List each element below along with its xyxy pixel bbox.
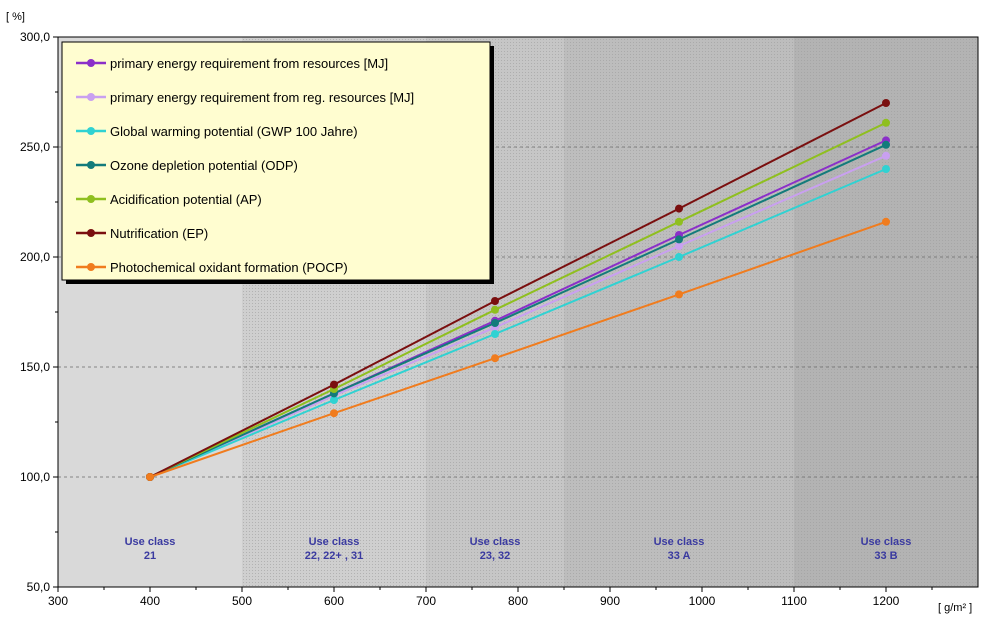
legend-label: Acidification potential (AP) [110,192,262,207]
data-point [491,330,499,338]
legend-swatch-marker [87,263,95,271]
data-point [882,140,890,149]
y-tick-label: 200,0 [20,250,50,264]
data-point [330,396,338,404]
x-tick-label: 1100 [781,594,807,608]
band-label-0-a: Use class [125,536,176,548]
band-label-3-b: 33 A [668,550,691,562]
band-label-4-b: 33 B [874,550,897,562]
band-label-2-a: Use class [470,536,521,548]
x-tick-label: 1200 [873,594,900,608]
band-label-2-b: 23, 32 [480,550,511,562]
band-label-1-a: Use class [309,536,360,548]
data-point [146,473,154,481]
legend-label: Nutrification (EP) [110,226,208,241]
y-axis-label: [ %] [6,11,25,23]
data-point [675,235,683,244]
x-tick-label: 700 [416,594,436,608]
y-tick-label: 300,0 [20,30,50,44]
y-tick-label: 250,0 [20,140,50,154]
series [146,99,890,481]
use-class-bands: Use class 21 Use class 22, 22+ , 31 Use clas… [58,37,978,587]
data-point [491,297,499,305]
data-point [491,354,499,363]
data-point [675,217,683,226]
x-tick-label: 600 [324,594,344,608]
legend-swatch-marker [87,161,95,169]
data-point [882,165,890,173]
legend-label: primary energy requirement from reg. res… [110,90,414,105]
legend-box [61,41,491,281]
y-tick-label: 100,0 [20,470,50,484]
data-point [675,290,683,299]
data-point [675,253,683,261]
band-texture-3 [564,37,794,587]
data-point [491,305,499,314]
data-point [882,217,890,226]
x-tick-label: 400 [140,594,160,608]
legend-label: primary energy requirement from resource… [110,56,388,71]
legend-label: Ozone depletion potential (ODP) [110,158,298,173]
y-tick-label: 50,0 [27,580,51,594]
band-label-3-a: Use class [654,536,705,548]
x-tick-label: 1000 [689,594,716,608]
legend-swatch-marker [87,229,95,237]
band-label-1-b: 22, 22+ , 31 [305,550,363,562]
x-tick-label: 500 [232,594,252,608]
legend-label: Photochemical oxidant formation (POCP) [110,260,348,275]
legend-swatch-marker [87,127,95,135]
data-point [882,151,890,160]
band-label-4-a: Use class [861,536,912,548]
legend-swatch-marker [87,59,95,67]
band-label-0-b: 21 [144,550,156,562]
data-point [330,380,338,389]
x-tick-label: 900 [600,594,620,608]
x-tick-label: 300 [48,594,68,608]
x-axis-label: [ g/m² ] [938,602,972,614]
legend-swatch-marker [87,195,95,203]
data-point [675,242,683,250]
y-tick-label: 150,0 [20,360,50,374]
legend: primary energy requirement from resource… [61,41,494,284]
band-texture-4 [794,37,978,587]
legend-swatch-marker [87,93,95,101]
axes: 300 400 500 600 700 800 900 1000 1100 1200 300,0 25… [20,30,979,608]
data-point [882,118,890,127]
data-point [330,409,338,418]
data-point [491,319,499,327]
data-point [882,99,890,107]
x-tick-label: 800 [508,594,528,608]
data-point [675,204,683,213]
legend-label: Global warming potential (GWP 100 Jahre) [110,124,358,139]
